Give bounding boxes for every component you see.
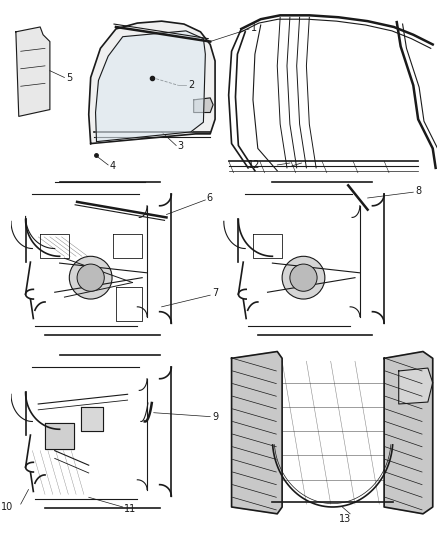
Polygon shape xyxy=(16,27,50,116)
Polygon shape xyxy=(81,407,103,431)
Text: 4: 4 xyxy=(109,161,115,171)
Text: 8: 8 xyxy=(415,186,421,196)
Polygon shape xyxy=(45,423,74,449)
Text: 6: 6 xyxy=(206,193,212,203)
Text: 5: 5 xyxy=(67,72,73,83)
Polygon shape xyxy=(399,368,433,404)
Text: 9: 9 xyxy=(212,411,218,422)
Text: 7: 7 xyxy=(212,288,219,298)
Text: 3: 3 xyxy=(177,141,183,151)
Polygon shape xyxy=(95,31,205,142)
Circle shape xyxy=(282,256,325,299)
Polygon shape xyxy=(89,21,215,143)
Circle shape xyxy=(69,256,112,299)
Text: 10: 10 xyxy=(1,502,13,512)
Text: 13: 13 xyxy=(339,514,351,523)
Circle shape xyxy=(77,264,104,291)
Polygon shape xyxy=(384,352,433,514)
Text: 12: 12 xyxy=(248,160,261,170)
Text: 2: 2 xyxy=(188,80,194,90)
Circle shape xyxy=(290,264,317,291)
Polygon shape xyxy=(232,352,282,514)
Text: 1: 1 xyxy=(251,23,257,33)
Polygon shape xyxy=(194,98,213,112)
Text: 11: 11 xyxy=(124,504,136,514)
